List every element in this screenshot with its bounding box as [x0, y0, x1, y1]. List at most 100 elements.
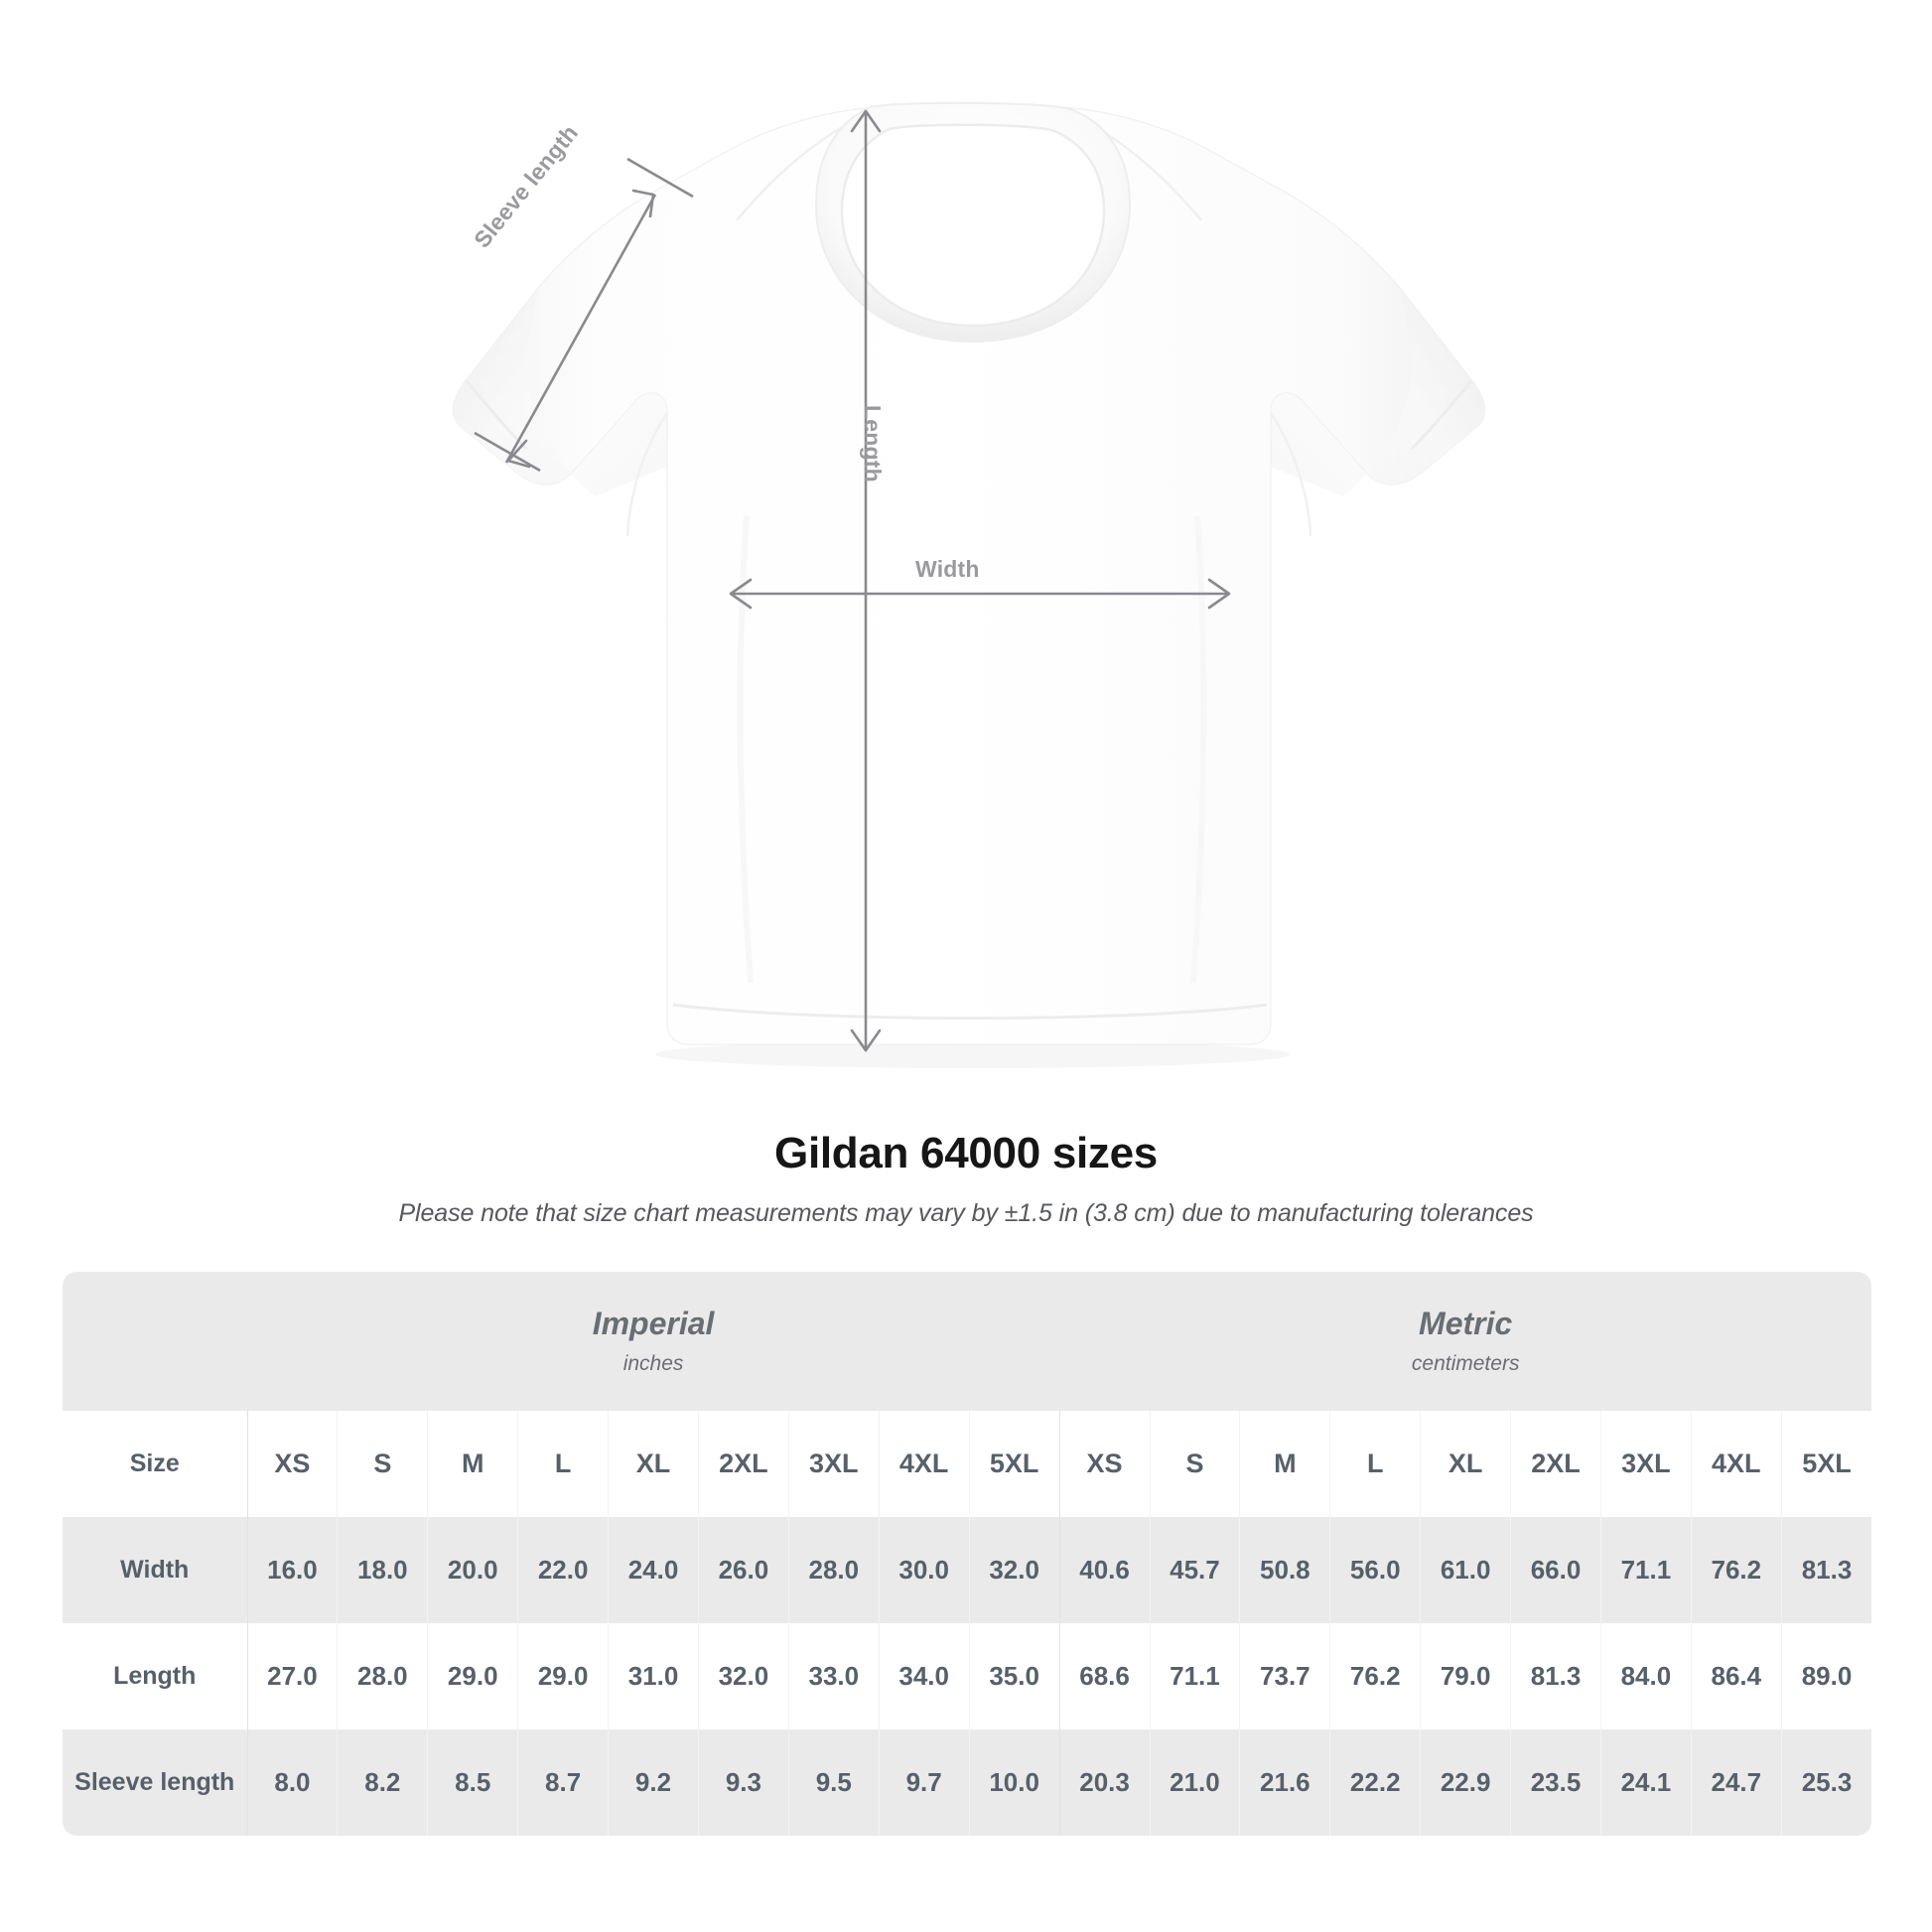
tshirt-body-shape — [452, 106, 1486, 1045]
cell-length-imperial-xs: 27.0 — [246, 1623, 338, 1729]
right-armhole-seam — [1269, 412, 1312, 537]
size-header-4xl-imperial: 4XL — [878, 1411, 970, 1517]
cell-length-imperial-3xl: 33.0 — [787, 1623, 880, 1729]
cell-length-imperial-l: 29.0 — [517, 1623, 609, 1729]
size-header-s-imperial: S — [337, 1411, 428, 1517]
unit-subtitle: inches — [622, 1351, 684, 1375]
unit-name: Imperial — [592, 1306, 715, 1342]
size-header-xl-imperial: XL — [608, 1411, 699, 1517]
cell-length-metric-xl: 79.0 — [1420, 1623, 1511, 1729]
cell-width-metric-xs: 40.6 — [1058, 1517, 1150, 1623]
tshirt-left-sleeve-shading — [453, 288, 667, 496]
cell-sleeve-length-imperial-3xl: 9.5 — [787, 1729, 880, 1836]
tshirt-illustration — [452, 101, 1486, 1052]
length-arrowhead-bottom — [850, 1029, 882, 1052]
table-row: Sleeve length 8.0 8.2 8.5 8.7 9.2 9.3 9.5 9.7 10.… — [63, 1729, 1872, 1836]
cell-sleeve-length-metric-4xl: 24.7 — [1690, 1729, 1782, 1836]
cell-sleeve-length-imperial-xl: 9.2 — [608, 1729, 699, 1836]
cell-width-metric-m: 50.8 — [1239, 1517, 1330, 1623]
length-arrowhead-top — [850, 109, 882, 133]
cell-length-metric-l: 76.2 — [1329, 1623, 1421, 1729]
cell-width-imperial-xs: 16.0 — [246, 1517, 338, 1623]
tshirt-diagram: Sleeve length Length Width — [452, 101, 1486, 1052]
cell-sleeve-length-imperial-m: 8.5 — [427, 1729, 518, 1836]
size-header-5xl-imperial: 5XL — [968, 1411, 1060, 1517]
cell-width-imperial-2xl: 26.0 — [697, 1517, 789, 1623]
row-label-width: Width — [63, 1517, 247, 1623]
size-header-l-metric: L — [1329, 1411, 1421, 1517]
tshirt-right-sleeve-shading — [1271, 288, 1485, 496]
cell-sleeve-length-imperial-4xl: 9.7 — [878, 1729, 970, 1836]
cell-width-metric-l: 56.0 — [1329, 1517, 1421, 1623]
cell-sleeve-length-metric-l: 22.2 — [1329, 1729, 1421, 1836]
page-title: Gildan 64000 sizes — [774, 1129, 1158, 1177]
cell-length-imperial-xl: 31.0 — [608, 1623, 699, 1729]
cell-sleeve-length-imperial-2xl: 9.3 — [697, 1729, 789, 1836]
cell-width-metric-2xl: 66.0 — [1510, 1517, 1601, 1623]
size-header-3xl-imperial: 3XL — [787, 1411, 880, 1517]
unit-name: Metric — [1419, 1306, 1513, 1342]
cell-length-imperial-s: 28.0 — [337, 1623, 428, 1729]
sleeve-tick-bottom — [474, 431, 541, 473]
cell-length-imperial-4xl: 34.0 — [878, 1623, 970, 1729]
cell-length-metric-3xl: 84.0 — [1599, 1623, 1692, 1729]
size-header-2xl-imperial: 2XL — [697, 1411, 789, 1517]
cell-length-imperial-m: 29.0 — [427, 1623, 518, 1729]
cell-width-metric-5xl: 81.3 — [1780, 1517, 1872, 1623]
row-label-sleeve-length: Sleeve length — [63, 1729, 247, 1836]
cell-length-imperial-5xl: 35.0 — [968, 1623, 1060, 1729]
sleeve-tick-top — [626, 157, 694, 199]
size-header-4xl-metric: 4XL — [1690, 1411, 1782, 1517]
cell-sleeve-length-metric-s: 21.0 — [1149, 1729, 1240, 1836]
unit-header-imperial: Imperial inches — [247, 1272, 1060, 1411]
tshirt-bottom-hem — [672, 1003, 1268, 1020]
table-row: Width 16.0 18.0 20.0 22.0 24.0 26.0 28.0 30.0 32.… — [63, 1517, 1872, 1623]
size-header-3xl-metric: 3XL — [1599, 1411, 1692, 1517]
right-sleeve-hem-seam — [1410, 380, 1473, 451]
cell-width-imperial-xl: 24.0 — [608, 1517, 699, 1623]
cell-length-metric-s: 71.1 — [1149, 1623, 1240, 1729]
cell-width-metric-3xl: 71.1 — [1599, 1517, 1692, 1623]
size-header-xs-imperial: XS — [246, 1411, 338, 1517]
row-label-size: Size — [63, 1411, 247, 1517]
cell-width-imperial-m: 20.0 — [427, 1517, 518, 1623]
size-header-m-imperial: M — [427, 1411, 518, 1517]
cell-width-imperial-3xl: 28.0 — [787, 1517, 880, 1623]
cell-sleeve-length-imperial-l: 8.7 — [517, 1729, 609, 1836]
cell-width-metric-xl: 61.0 — [1420, 1517, 1511, 1623]
size-header-row: Size XS S M L XL 2XL 3XL 4XL 5XL XS S M L XL 2XL 3XL 4XL 5… — [63, 1411, 1872, 1517]
chart-heading-block: Gildan 64000 sizes Please note that size… — [0, 1129, 1932, 1228]
cell-length-metric-xs: 68.6 — [1058, 1623, 1150, 1729]
cell-width-imperial-5xl: 32.0 — [968, 1517, 1060, 1623]
measurement-annotations — [474, 109, 1231, 1052]
cell-sleeve-length-imperial-xs: 8.0 — [246, 1729, 338, 1836]
cell-sleeve-length-metric-3xl: 24.1 — [1599, 1729, 1692, 1836]
left-sleeve-hem-seam — [465, 380, 528, 451]
width-arrowhead-left — [729, 578, 753, 610]
cell-sleeve-length-metric-m: 21.6 — [1239, 1729, 1330, 1836]
unit-header-spacer — [63, 1272, 247, 1411]
cell-sleeve-length-metric-2xl: 23.5 — [1510, 1729, 1601, 1836]
size-header-l-imperial: L — [517, 1411, 609, 1517]
cell-sleeve-length-imperial-5xl: 10.0 — [968, 1729, 1060, 1836]
fabric-fold-left — [737, 515, 754, 984]
cell-sleeve-length-metric-xs: 20.3 — [1058, 1729, 1150, 1836]
cell-sleeve-length-metric-xl: 22.9 — [1420, 1729, 1511, 1836]
cell-length-metric-m: 73.7 — [1239, 1623, 1330, 1729]
size-table: Imperial inches Metric centimeters Size XS S M L… — [63, 1272, 1872, 1836]
left-armhole-seam — [625, 412, 669, 537]
unit-header-metric: Metric centimeters — [1059, 1272, 1872, 1411]
cell-width-imperial-s: 18.0 — [337, 1517, 428, 1623]
sleeve-arrowhead-bottom — [506, 439, 531, 469]
cell-sleeve-length-imperial-s: 8.2 — [337, 1729, 428, 1836]
cell-width-imperial-4xl: 30.0 — [878, 1517, 970, 1623]
size-header-s-metric: S — [1149, 1411, 1240, 1517]
fabric-fold-right — [1190, 515, 1207, 984]
size-header-xs-metric: XS — [1058, 1411, 1150, 1517]
size-header-m-metric: M — [1239, 1411, 1330, 1517]
row-label-length: Length — [63, 1623, 247, 1729]
page-subtitle: Please note that size chart measurements… — [398, 1199, 1534, 1228]
size-header-5xl-metric: 5XL — [1780, 1411, 1872, 1517]
cell-length-imperial-2xl: 32.0 — [697, 1623, 789, 1729]
